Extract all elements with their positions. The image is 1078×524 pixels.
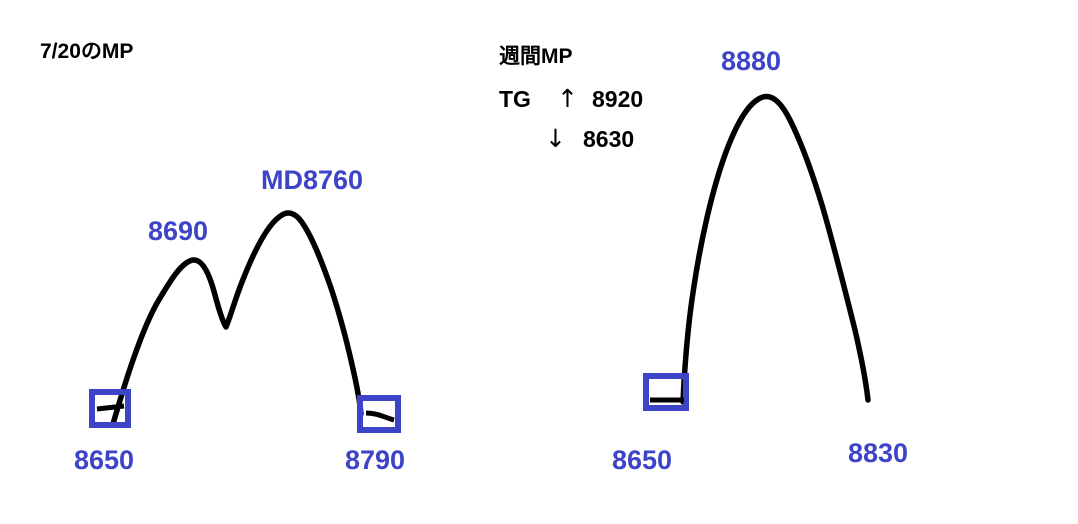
right-low-value-box — [643, 373, 689, 411]
right-chart-title: 週間MP — [499, 45, 573, 68]
right-chart-curve — [680, 93, 871, 405]
right-end-value-label: 8830 — [848, 438, 909, 468]
tg-label: TG — [499, 86, 531, 112]
left-low-value-label: 8650 — [74, 445, 135, 475]
right-low-value-label: 8650 — [612, 445, 673, 475]
tg-downside-value: 8630 — [583, 126, 635, 152]
left-high-box-tick — [365, 410, 395, 423]
left-high-value-box — [357, 395, 401, 433]
left-low-value-box — [89, 389, 131, 428]
left-high-value-label: 8790 — [345, 445, 406, 475]
arrow-up-icon: ↑ — [557, 84, 578, 113]
left-second-peak-label: MD8760 — [261, 165, 364, 195]
right-peak-label: 8880 — [721, 46, 782, 76]
left-chart-title: 7/20のMP — [40, 40, 134, 63]
tg-upside-value: 8920 — [592, 86, 644, 112]
left-chart-curve — [110, 210, 364, 427]
left-first-peak-label: 8690 — [148, 216, 209, 246]
arrow-down-icon: ↓ — [545, 124, 566, 153]
left-low-box-tick — [96, 403, 125, 412]
